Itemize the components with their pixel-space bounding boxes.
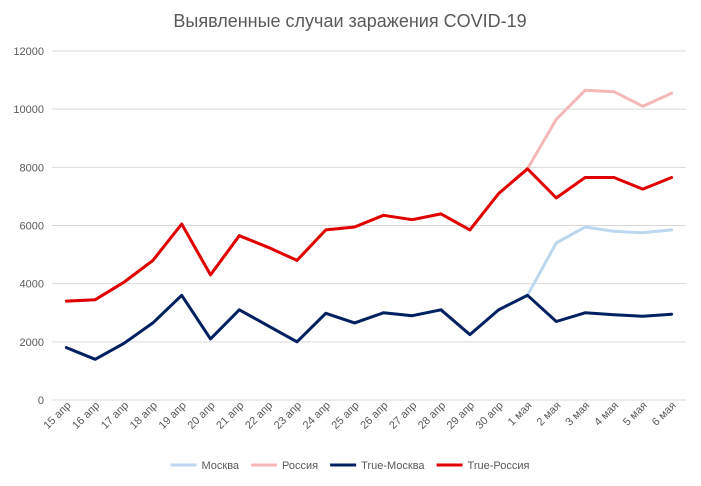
x-tick-label: 30 апр: [474, 400, 506, 432]
x-tick-label: 25 апр: [330, 400, 362, 432]
legend-item: True-Москва: [330, 460, 425, 472]
gridlines: [52, 50, 686, 401]
legend-item: Россия: [251, 460, 318, 472]
y-tick-label: 2000: [20, 337, 44, 349]
legend-label: True-Россия: [468, 460, 530, 472]
legend-label: True-Москва: [361, 460, 425, 472]
series-line-0: [64, 225, 674, 361]
x-tick-label: 18 апр: [128, 400, 160, 432]
x-tick-label: 24 апр: [301, 400, 333, 432]
x-tick-label: 6 мая: [650, 400, 679, 429]
x-tick-label: 4 мая: [592, 400, 621, 429]
y-tick-label: 4000: [20, 279, 44, 291]
x-tick-label: 15 апр: [41, 400, 73, 432]
legend-label: Россия: [282, 460, 318, 472]
x-tick-label: 29 апр: [445, 400, 477, 432]
series-line-1: [64, 88, 674, 303]
x-tick-label: 26 апр: [358, 400, 390, 432]
x-tick-label: 28 апр: [416, 400, 448, 432]
series-line-3: [64, 167, 674, 303]
legend-label: Москва: [202, 460, 240, 472]
series-line-2: [64, 293, 674, 361]
legend: Москва Россия True-Москва True-Россия: [170, 460, 530, 472]
legend-item: True-Россия: [436, 460, 530, 472]
x-tick-label: 27 апр: [387, 400, 419, 432]
x-tick-label: 5 мая: [621, 400, 650, 429]
y-tick-label: 0: [38, 395, 44, 407]
x-tick-label: 20 апр: [185, 400, 217, 432]
x-tick-label: 22 апр: [243, 400, 275, 432]
y-tick-label: 8000: [20, 162, 44, 174]
y-tick-label: 6000: [20, 221, 44, 233]
x-tick-label: 2 мая: [535, 400, 564, 429]
series-lines: [64, 88, 674, 361]
y-axis-ticks: 0 2000 4000 6000 8000 10000 12000: [13, 46, 44, 407]
chart-title: Выявленные случаи заражения COVID-19: [173, 11, 526, 31]
x-tick-label: 19 апр: [157, 400, 189, 432]
x-tick-label: 16 апр: [70, 400, 102, 432]
x-tick-label: 23 апр: [272, 400, 304, 432]
x-tick-label: 3 мая: [563, 400, 592, 429]
legend-item: Москва: [170, 460, 240, 472]
y-tick-label: 12000: [13, 46, 44, 58]
y-tick-label: 10000: [13, 104, 44, 116]
x-tick-label: 1 мая: [506, 400, 535, 429]
x-tick-label: 21 апр: [214, 400, 246, 432]
x-tick-label: 17 апр: [99, 400, 131, 432]
